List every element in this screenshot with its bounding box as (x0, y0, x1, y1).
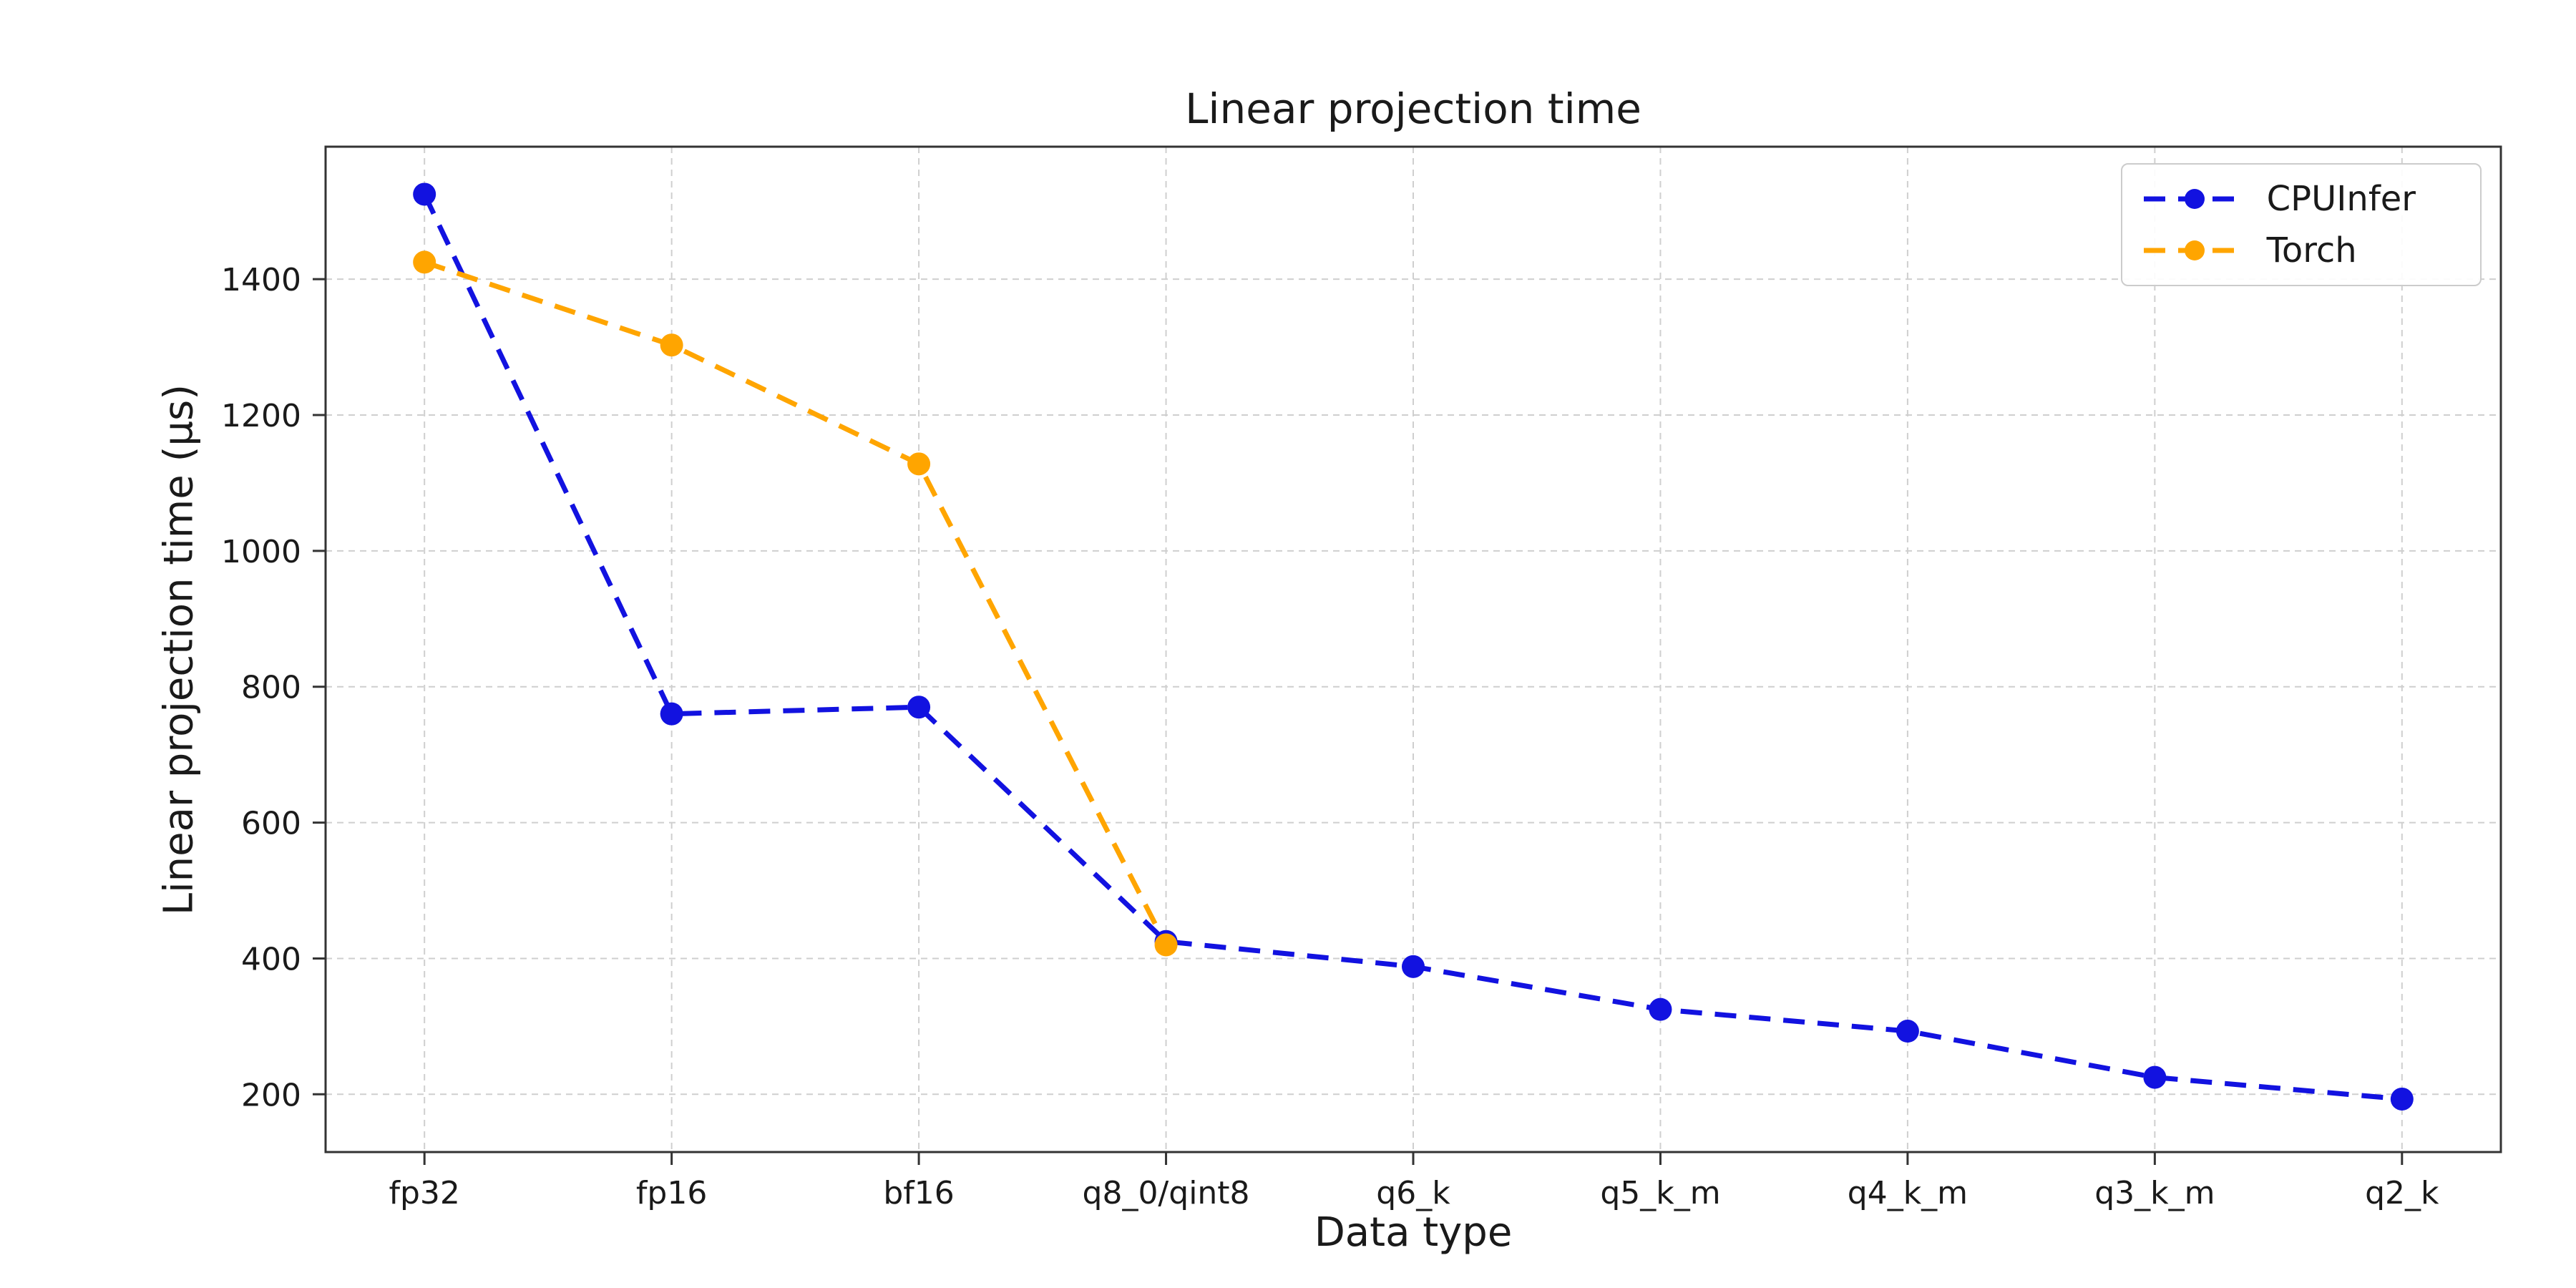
x-tick-label: fp16 (636, 1175, 707, 1211)
series-line-torch (424, 260, 1169, 947)
legend-label-torch: Torch (2266, 230, 2357, 270)
y-tick-label: 200 (241, 1077, 301, 1113)
data-point-cpuinfer (907, 696, 931, 719)
y-tick-label: 1400 (221, 262, 301, 298)
x-axis-label: Data type (1314, 1209, 1513, 1256)
data-point-torch (660, 333, 683, 357)
torch-line-sample (2143, 240, 2245, 260)
x-tick-label: q6_k (1376, 1175, 1450, 1211)
x-tick-label: q2_k (2365, 1175, 2439, 1211)
y-axis-label: Linear projection time (µs) (155, 384, 203, 916)
data-point-cpuinfer (413, 182, 436, 206)
data-point-cpuinfer (660, 702, 683, 726)
x-tick-label: q5_k_m (1600, 1175, 1720, 1211)
y-tick-label: 800 (241, 670, 301, 706)
data-point-torch (413, 250, 436, 274)
legend-entry-cpuinfer: CPUInfer (2141, 179, 2416, 219)
data-point-torch (907, 452, 931, 476)
data-point-cpuinfer (2390, 1087, 2414, 1111)
y-tick-label: 400 (241, 941, 301, 977)
torch-marker-sample (2184, 240, 2205, 260)
x-tick-label: bf16 (883, 1175, 954, 1211)
y-tick-label: 1200 (221, 398, 301, 434)
x-tick-label: fp32 (389, 1175, 459, 1211)
chart-title: Linear projection time (1185, 84, 1641, 133)
legend-entry-torch: Torch (2141, 230, 2416, 270)
legend: CPUInfer Torch (2120, 163, 2482, 286)
x-tick-label: q8_0/qint8 (1083, 1175, 1250, 1211)
legend-label-cpuinfer: CPUInfer (2266, 179, 2416, 219)
x-tick-label: q4_k_m (1848, 1175, 1968, 1211)
x-tick-label: q3_k_m (2094, 1175, 2215, 1211)
cpuinfer-line-sample (2143, 189, 2245, 209)
data-point-torch (1154, 933, 1178, 957)
y-tick-label: 1000 (221, 534, 301, 570)
y-tick-label: 600 (241, 806, 301, 842)
data-point-cpuinfer (1649, 997, 1672, 1021)
data-point-cpuinfer (1896, 1020, 1919, 1043)
data-point-cpuinfer (1402, 955, 1425, 978)
cpuinfer-marker-sample (2184, 189, 2205, 209)
data-point-cpuinfer (2143, 1065, 2167, 1089)
